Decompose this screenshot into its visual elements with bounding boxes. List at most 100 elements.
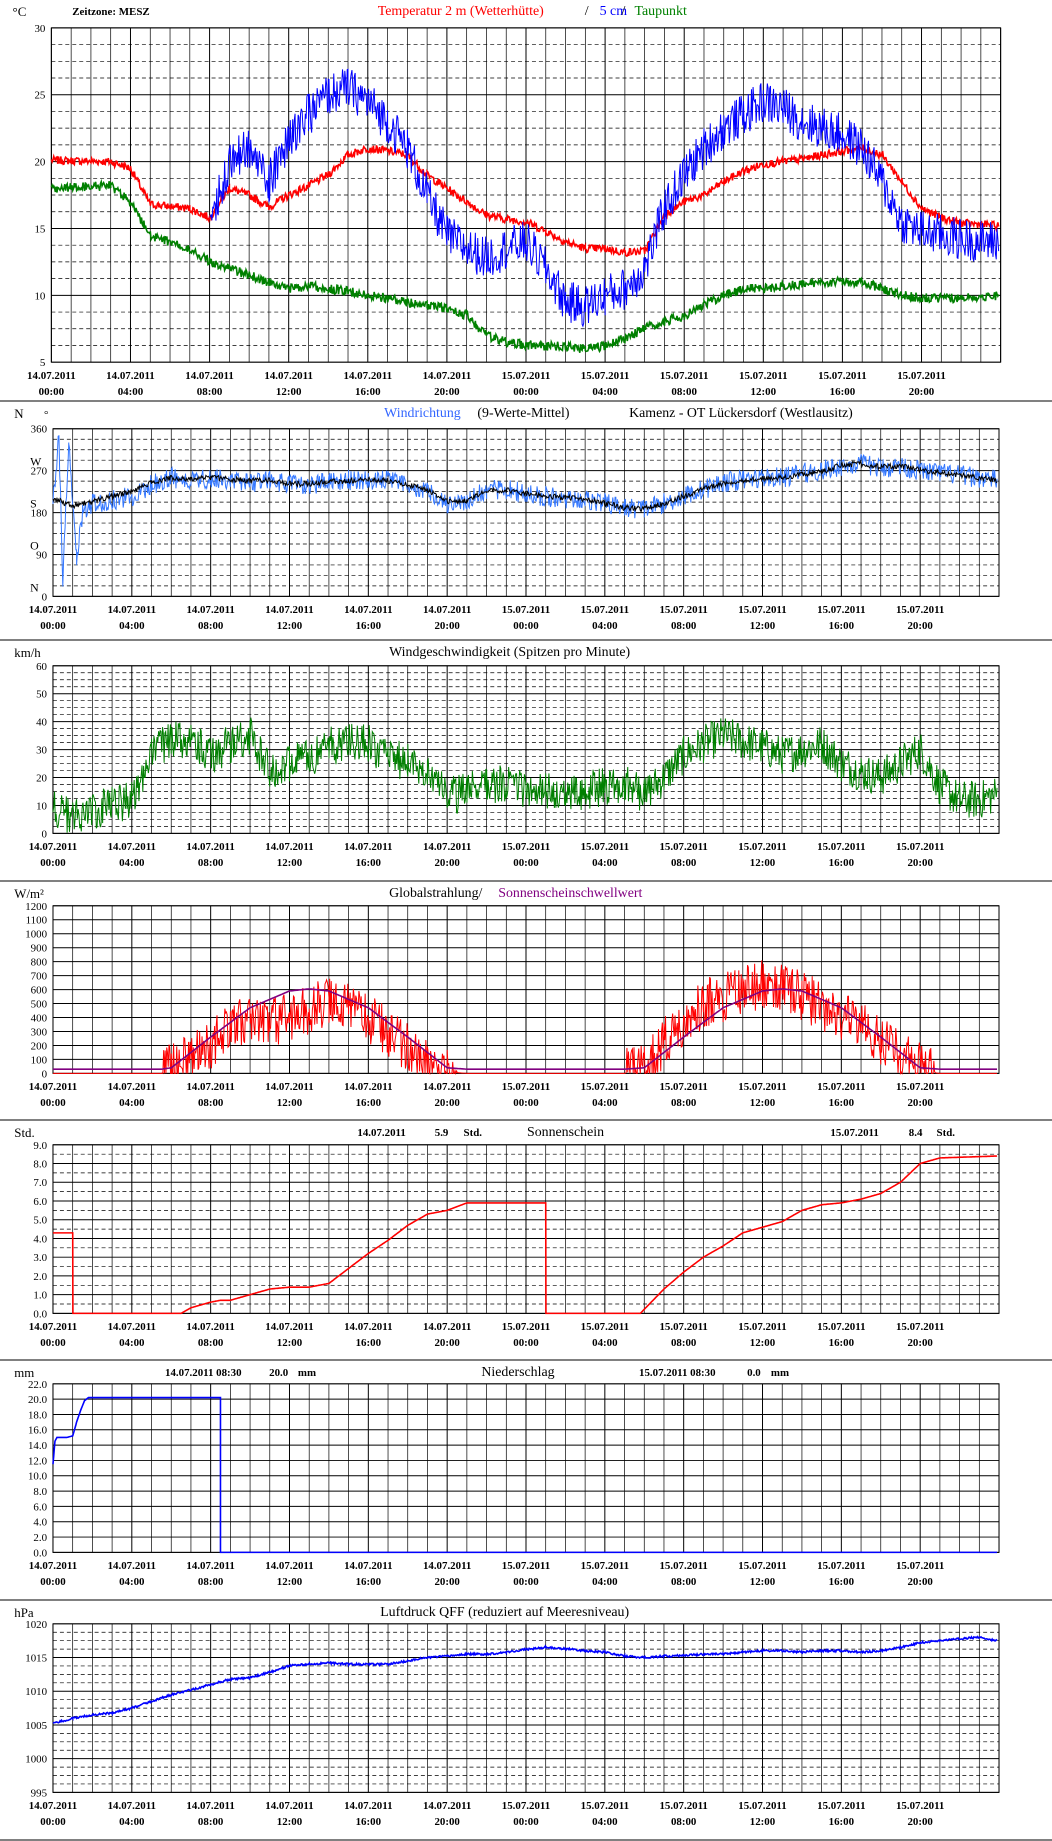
header-text: Sonnenscheinschwellwert <box>498 886 642 901</box>
x-tick-date: 15.07.2011 <box>817 604 865 616</box>
y-tick-label: 0.0 <box>33 1308 47 1320</box>
x-tick-date: 15.07.2011 <box>738 604 786 616</box>
x-tick-date: 15.07.2011 <box>581 604 629 616</box>
y-tick-label: 22.0 <box>28 1379 48 1391</box>
series-line-globalstrahlung <box>52 960 998 1076</box>
x-tick-date: 15.07.2011 <box>502 370 551 382</box>
x-tick-time: 16:00 <box>829 620 855 632</box>
x-tick-date: 14.07.2011 <box>29 841 77 853</box>
y-tick-label: 3.0 <box>33 1252 47 1264</box>
x-tick-date: 15.07.2011 <box>896 841 944 853</box>
x-tick-date: 14.07.2011 <box>108 841 156 853</box>
wind-direction-chart: 0 90 180 270 360 N O S W N ° Windrichtung (9-Werte-M… <box>0 406 1052 641</box>
x-tick-time: 08:00 <box>197 386 223 398</box>
x-tick-time: 12:00 <box>277 1576 303 1588</box>
y-tick-label: 4.0 <box>33 1233 47 1245</box>
chart-header: Windrichtung (9-Werte-Mittel) Kamenz - OT … <box>384 406 853 421</box>
x-tick-time: 00:00 <box>513 1816 539 1828</box>
unit-label: N <box>14 407 23 421</box>
x-tick-date: 15.07.2011 <box>659 1560 707 1572</box>
unit-label: km/h <box>14 646 41 660</box>
y-tick-label: 1020 <box>25 1619 47 1631</box>
x-tick-time: 12:00 <box>277 620 303 632</box>
x-tick-date: 15.07.2011 <box>659 1800 707 1812</box>
x-tick-date: 14.07.2011 <box>186 1081 234 1093</box>
unit-label: W/m² <box>14 887 44 901</box>
x-tick-date: 14.07.2011 <box>265 1560 313 1572</box>
y-tick-label: 60 <box>36 661 47 673</box>
x-tick-date: 14.07.2011 <box>108 1081 156 1093</box>
compass-label: S <box>30 497 37 511</box>
x-tick-date: 15.07.2011 <box>581 1321 629 1333</box>
y-tick-labels: 995 1000 1005 1010 1015 1020 <box>25 1619 47 1800</box>
x-tick-date: 15.07.2011 <box>817 1560 865 1572</box>
y-tick-label: 0 <box>42 828 48 840</box>
x-tick-time: 12:00 <box>750 1576 776 1588</box>
x-tick-time: 00:00 <box>40 1816 66 1828</box>
y-tick-label: 200 <box>31 1040 48 1052</box>
chart-header: Zeitzone: MESZ Temperatur 2 m (Wetterhütt… <box>72 4 687 19</box>
y-tick-label: 14.0 <box>28 1440 48 1452</box>
y-tick-labels: 0.0 1.0 2.0 3.0 4.0 5.0 6.0 7.0 8.0 9.0 <box>33 1140 47 1321</box>
y-tick-label: 1000 <box>25 1754 47 1766</box>
x-tick-time: 20:00 <box>434 386 460 398</box>
x-tick-time: 12:00 <box>277 857 303 869</box>
unit-label: mm <box>14 1366 34 1380</box>
y-tick-label: 12.0 <box>28 1455 48 1467</box>
x-tick-date: 15.07.2011 <box>739 370 788 382</box>
header-text: 14.07.2011 <box>357 1127 405 1139</box>
compass-label: N <box>30 580 39 594</box>
header-text: mm <box>298 1367 316 1379</box>
x-tick-time: 08:00 <box>198 1097 224 1109</box>
x-tick-time: 08:00 <box>671 1097 697 1109</box>
y-tick-label: 30 <box>34 23 45 35</box>
x-tick-time: 20:00 <box>434 1097 460 1109</box>
chart-header: 14.07.2011 5.9 Std. Sonnenschein 15.07.2011 8… <box>357 1125 955 1140</box>
x-tick-time: 08:00 <box>671 1816 697 1828</box>
grid <box>52 905 1000 1074</box>
y-tick-label: 4.0 <box>33 1517 47 1529</box>
x-tick-date: 14.07.2011 <box>423 1321 471 1333</box>
x-tick-time: 20:00 <box>907 857 933 869</box>
x-tick-time: 20:00 <box>434 620 460 632</box>
x-tick-time: 00:00 <box>40 1576 66 1588</box>
x-tick-date: 14.07.2011 <box>185 370 234 382</box>
chart-header: Windgeschwindigkeit (Spitzen pro Minute) <box>389 645 630 660</box>
y-tick-label: 16.0 <box>28 1425 48 1437</box>
x-tick-date: 15.07.2011 <box>738 1081 786 1093</box>
series-line-luftdruck-qff <box>52 1635 998 1724</box>
x-tick-time: 00:00 <box>39 386 65 398</box>
x-tick-time: 00:00 <box>513 1097 539 1109</box>
y-tick-label: 50 <box>36 689 47 701</box>
y-tick-label: 2.0 <box>33 1532 47 1544</box>
precipitation-chart: 0.0 2.0 4.0 6.0 8.0 10.0 12.0 14.0 16.0 18.0 20.0 2… <box>0 1365 1052 1601</box>
y-tick-label: 90 <box>36 549 47 561</box>
y-tick-label: 900 <box>31 943 48 955</box>
x-tick-time: 04:00 <box>592 1576 618 1588</box>
x-tick-date: 14.07.2011 <box>108 1800 156 1812</box>
x-tick-labels: 14.07.2011 00:00 14.07.2011 04:00 14.07.2011… <box>29 841 945 869</box>
x-tick-time: 16:00 <box>356 1816 382 1828</box>
header-text: 15.07.2011 08:30 <box>639 1367 716 1379</box>
header-text: 15.07.2011 <box>830 1127 878 1139</box>
x-tick-time: 04:00 <box>119 857 145 869</box>
x-tick-time: 16:00 <box>356 1337 382 1349</box>
header-text: (9-Werte-Mittel) <box>477 406 569 421</box>
header-text: 5 cm <box>600 4 628 19</box>
x-tick-time: 04:00 <box>118 386 144 398</box>
x-tick-time: 04:00 <box>119 1576 145 1588</box>
x-tick-time: 20:00 <box>909 386 935 398</box>
x-tick-date: 15.07.2011 <box>659 841 707 853</box>
y-tick-label: 18.0 <box>28 1409 48 1421</box>
x-tick-date: 14.07.2011 <box>29 1800 77 1812</box>
series-line-sonnenscheinschwellwert <box>52 988 998 1071</box>
series-line-taupunkt <box>50 178 1000 354</box>
grid <box>52 1144 1000 1314</box>
y-tick-label: 5.0 <box>33 1215 47 1227</box>
series-line-windrichtung <box>52 435 998 587</box>
x-tick-time: 12:00 <box>277 1097 303 1109</box>
x-tick-time: 20:00 <box>907 1097 933 1109</box>
x-tick-time: 12:00 <box>750 1097 776 1109</box>
